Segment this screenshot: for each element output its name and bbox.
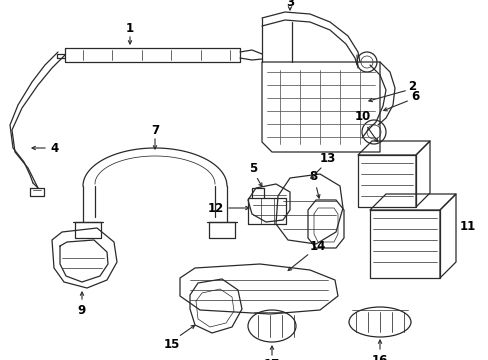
Text: 4: 4	[51, 141, 59, 154]
Text: 6: 6	[410, 90, 418, 104]
Text: 16: 16	[371, 354, 387, 360]
Text: 1: 1	[126, 22, 134, 35]
Text: 8: 8	[308, 171, 317, 184]
Text: 11: 11	[459, 220, 475, 233]
Text: 12: 12	[207, 202, 224, 215]
Text: 14: 14	[309, 239, 325, 252]
Text: 9: 9	[78, 303, 86, 316]
Text: 3: 3	[285, 0, 293, 9]
Text: 17: 17	[264, 359, 280, 360]
Text: 5: 5	[248, 162, 257, 175]
Text: 13: 13	[319, 153, 335, 166]
Text: 10: 10	[354, 111, 370, 123]
Text: 15: 15	[163, 338, 180, 351]
Text: 2: 2	[407, 81, 415, 94]
Text: 7: 7	[151, 123, 159, 136]
